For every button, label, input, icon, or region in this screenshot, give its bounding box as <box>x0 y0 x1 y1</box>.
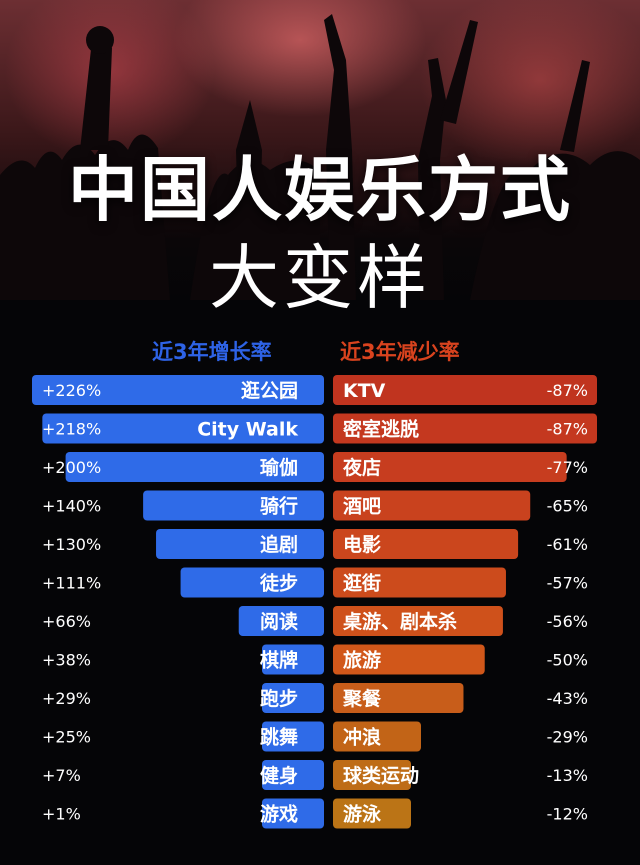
decline-bar <box>333 798 411 829</box>
growth-bar <box>32 375 324 405</box>
decline-bar <box>333 606 503 636</box>
growth-value-label: +111% <box>42 574 101 593</box>
decline-bar <box>333 375 597 405</box>
decline-value-label: -13% <box>547 766 588 785</box>
decline-category-label: 球类运动 <box>343 764 419 787</box>
growth-category-label: 跑步 <box>260 687 298 710</box>
decline-value-label: -29% <box>547 728 588 747</box>
decline-value-label: -77% <box>547 458 588 477</box>
decline-value-label: -12% <box>547 805 588 824</box>
growth-bar <box>238 606 324 636</box>
growth-category-label: 骑行 <box>260 495 298 518</box>
growth-bar <box>262 798 324 829</box>
growth-category-label: 追剧 <box>260 533 298 556</box>
growth-category-label: 瑜伽 <box>260 456 298 479</box>
growth-value-label: +7% <box>42 766 81 785</box>
growth-bar <box>262 683 324 713</box>
growth-category-label: 游戏 <box>260 803 298 826</box>
growth-value-label: +29% <box>42 689 91 708</box>
growth-bar <box>262 644 324 675</box>
growth-category-label: 逛公园 <box>241 379 298 402</box>
concert-crowd-silhouette <box>0 14 640 300</box>
decline-category-label: 密室逃脱 <box>343 418 419 441</box>
growth-value-label: +140% <box>42 497 101 516</box>
decline-bar <box>333 567 506 598</box>
page-subtitle: 大变样 <box>209 237 431 319</box>
growth-value-label: +25% <box>42 728 91 747</box>
decline-category-label: 酒吧 <box>343 496 381 518</box>
decline-bar <box>333 721 421 752</box>
decline-category-label: 电影 <box>343 533 381 556</box>
decline-value-label: -56% <box>547 612 588 631</box>
growth-category-label: City Walk <box>197 419 298 441</box>
decline-value-label: -50% <box>547 651 588 670</box>
growth-category-label: 棋牌 <box>260 649 298 672</box>
growth-bar <box>180 567 324 598</box>
growth-category-label: 跳舞 <box>260 726 298 749</box>
decline-value-label: -57% <box>547 574 588 593</box>
growth-bar <box>262 760 324 790</box>
hero-background: 中国人娱乐方式 大变样 <box>0 0 640 319</box>
growth-value-label: +218% <box>42 420 101 439</box>
decline-value-label: -61% <box>547 535 588 554</box>
decline-bar <box>333 683 464 713</box>
decline-category-label: 游泳 <box>343 803 382 826</box>
growth-bar <box>42 413 325 444</box>
decline-bar <box>333 413 597 444</box>
growth-value-label: +1% <box>42 805 81 824</box>
page-title: 中国人娱乐方式 <box>68 149 572 231</box>
decline-category-label: 冲浪 <box>343 726 381 749</box>
growth-category-label: 徒步 <box>259 572 298 595</box>
decline-value-label: -43% <box>547 689 588 708</box>
growth-value-label: +200% <box>42 458 101 477</box>
decline-bar <box>333 644 485 675</box>
decline-category-label: 逛街 <box>343 572 381 595</box>
growth-category-label: 阅读 <box>260 610 298 633</box>
decline-bar <box>333 452 567 482</box>
growth-bar <box>65 452 324 482</box>
decline-category-label: 旅游 <box>343 649 381 672</box>
decline-bar <box>333 490 531 521</box>
decline-bar <box>333 760 411 790</box>
decline-value-label: -87% <box>547 381 588 400</box>
decline-value-label: -87% <box>547 420 588 439</box>
growth-value-label: +226% <box>42 381 101 400</box>
growth-bar <box>156 529 324 559</box>
growth-value-label: +130% <box>42 535 101 554</box>
decline-category-label: 夜店 <box>342 456 381 479</box>
decline-bar <box>333 529 519 559</box>
growth-value-label: +66% <box>42 612 91 631</box>
decline-category-label: KTV <box>343 380 386 402</box>
growth-bar <box>143 490 324 521</box>
decline-value-label: -65% <box>547 497 588 516</box>
decline-category-label: 聚餐 <box>342 687 382 710</box>
growth-bar <box>262 721 324 752</box>
decline-category-label: 桌游、剧本杀 <box>343 610 457 633</box>
growth-value-label: +38% <box>42 651 91 670</box>
growth-column-title: 近3年增长率 <box>152 340 272 364</box>
growth-category-label: 健身 <box>260 764 298 787</box>
decline-column-title: 近3年减少率 <box>340 340 460 364</box>
